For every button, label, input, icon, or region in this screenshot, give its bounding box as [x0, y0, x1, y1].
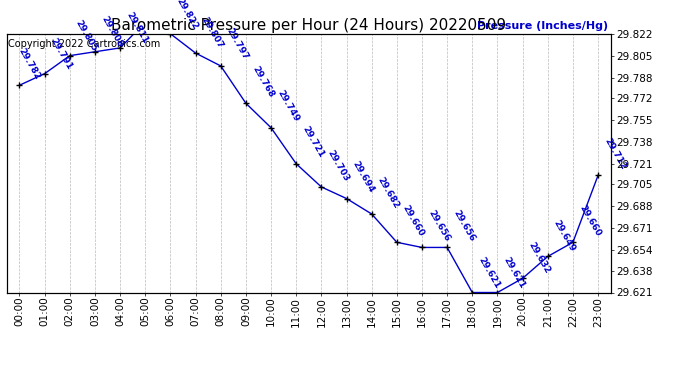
- Text: 29.822: 29.822: [175, 0, 199, 31]
- Text: 29.791: 29.791: [49, 36, 74, 71]
- Text: 29.712: 29.712: [602, 136, 627, 171]
- Text: 29.808: 29.808: [99, 15, 124, 49]
- Text: 29.656: 29.656: [451, 209, 477, 243]
- Text: 29.632: 29.632: [526, 241, 552, 276]
- Text: 29.749: 29.749: [275, 88, 301, 123]
- Text: 29.703: 29.703: [326, 148, 351, 183]
- Text: 29.805: 29.805: [74, 18, 99, 53]
- Text: 29.621: 29.621: [477, 255, 502, 290]
- Text: 29.768: 29.768: [250, 64, 275, 99]
- Text: 29.694: 29.694: [351, 159, 376, 194]
- Text: Pressure (Inches/Hg): Pressure (Inches/Hg): [477, 21, 608, 31]
- Text: 29.621: 29.621: [502, 255, 526, 290]
- Text: 29.649: 29.649: [552, 219, 578, 254]
- Text: 29.682: 29.682: [376, 175, 401, 210]
- Text: 29.811: 29.811: [124, 10, 150, 45]
- Text: 29.656: 29.656: [426, 209, 451, 243]
- Text: 29.660: 29.660: [401, 204, 426, 238]
- Text: 29.831: 29.831: [0, 374, 1, 375]
- Text: 29.721: 29.721: [300, 125, 326, 160]
- Text: Copyright 2022 Cartronics.com: Copyright 2022 Cartronics.com: [8, 39, 160, 49]
- Text: 29.797: 29.797: [225, 27, 250, 62]
- Text: 29.782: 29.782: [17, 46, 42, 81]
- Title: Barometric Pressure per Hour (24 Hours) 20220509: Barometric Pressure per Hour (24 Hours) …: [111, 18, 506, 33]
- Text: 29.660: 29.660: [577, 204, 602, 238]
- Text: 29.807: 29.807: [199, 16, 225, 50]
